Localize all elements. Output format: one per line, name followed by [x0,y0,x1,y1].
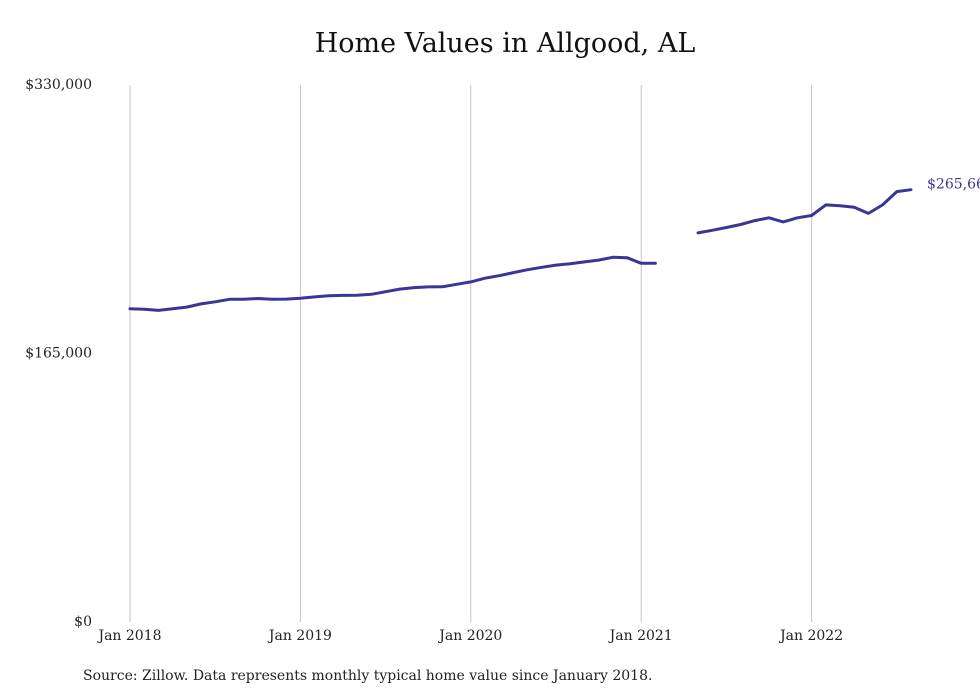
x-axis-ticks: Jan 2018 Jan 2019 Jan 2020 Jan 2021 Jan 2022 [96,628,843,644]
y-tick-label: $330,000 [25,77,92,93]
x-tick-label: Jan 2019 [267,628,332,644]
y-axis-ticks: $0 $165,000 $330,000 [25,77,92,630]
source-note: Source: Zillow. Data represents monthly … [83,668,653,684]
x-tick-label: Jan 2022 [778,628,843,644]
series-line-segment [128,255,657,312]
x-tick-label: Jan 2018 [96,628,161,644]
chart-title: Home Values in Allgood, AL [314,28,696,59]
end-value-label: $265,664 [927,177,980,193]
series-line-segment [696,188,913,235]
series-lines [128,188,913,312]
y-tick-label: $165,000 [25,346,92,362]
x-tick-label: Jan 2020 [437,628,502,644]
gridlines [129,85,813,622]
y-tick-label: $0 [74,614,92,630]
x-tick-label: Jan 2021 [608,628,673,644]
